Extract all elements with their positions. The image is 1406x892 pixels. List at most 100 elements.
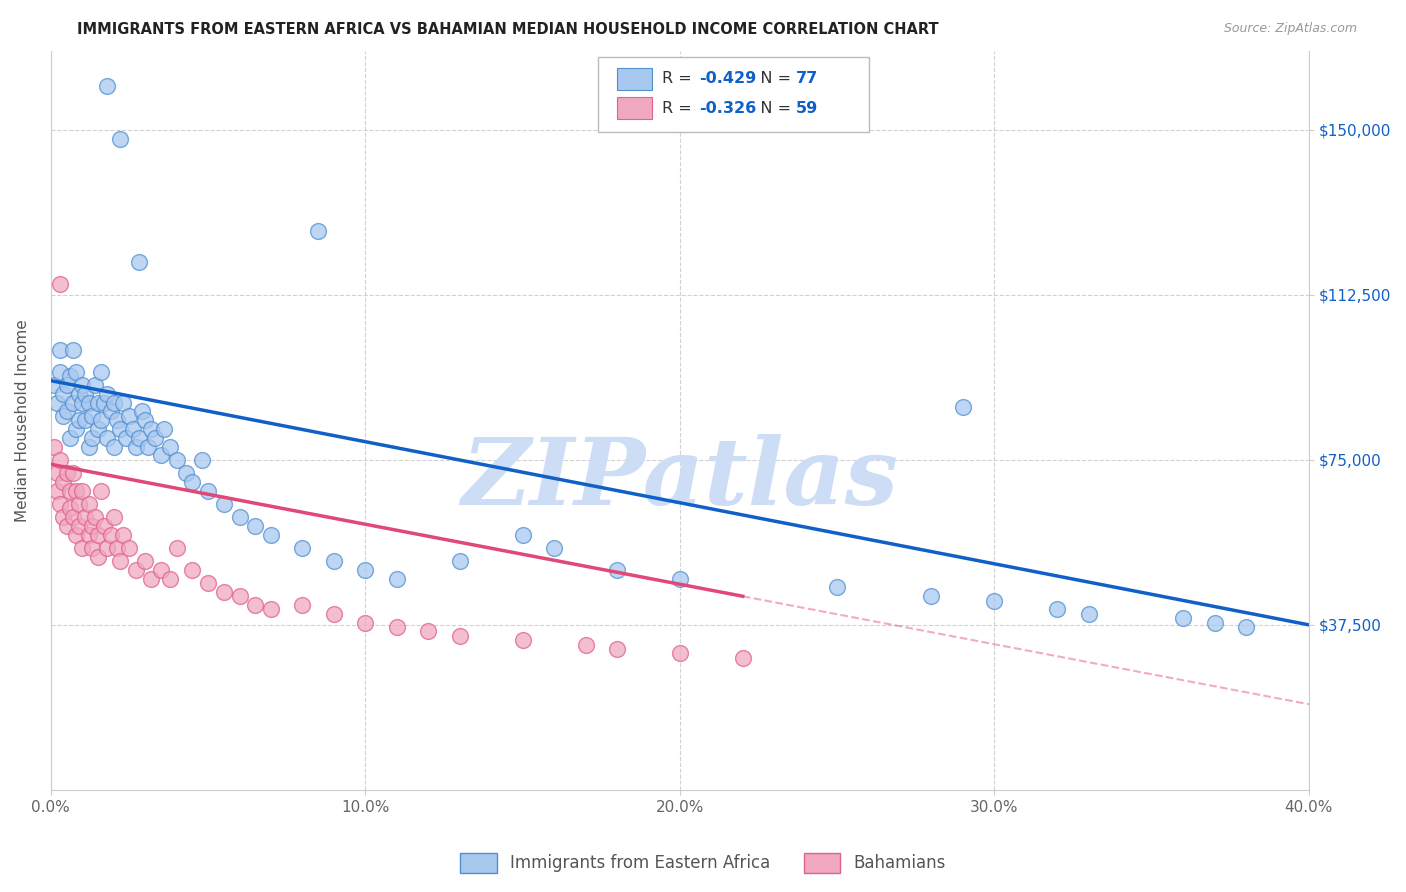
- Point: [75, 510, 97, 524]
- Point: [149, 449, 172, 463]
- Text: -0.429: -0.429: [699, 71, 756, 87]
- Point: [65, 483, 87, 498]
- Text: ZIPatlas: ZIPatlas: [461, 434, 898, 524]
- Point: [93, 395, 115, 409]
- Point: [260, 527, 283, 541]
- Point: [65, 527, 87, 541]
- Point: [52, 475, 75, 489]
- Point: [228, 589, 250, 603]
- Point: [143, 431, 166, 445]
- Point: [87, 422, 110, 436]
- Point: [90, 483, 112, 498]
- Point: [87, 549, 110, 564]
- Point: [67, 387, 90, 401]
- Point: [141, 422, 163, 436]
- Text: R =: R =: [662, 101, 697, 116]
- Point: [59, 431, 82, 445]
- Point: [75, 387, 97, 401]
- Point: [46, 395, 69, 409]
- Point: [131, 404, 153, 418]
- Point: [121, 422, 143, 436]
- Point: [1234, 620, 1257, 634]
- FancyBboxPatch shape: [617, 97, 652, 120]
- Point: [83, 510, 105, 524]
- FancyBboxPatch shape: [598, 56, 869, 132]
- Y-axis label: Median Household Income: Median Household Income: [15, 318, 30, 522]
- Point: [72, 378, 94, 392]
- Point: [606, 563, 628, 577]
- Point: [385, 620, 408, 634]
- Point: [103, 395, 125, 409]
- Point: [49, 453, 72, 467]
- Text: -0.326: -0.326: [699, 101, 756, 116]
- Point: [55, 466, 77, 480]
- Point: [96, 78, 118, 93]
- Text: Source: ZipAtlas.com: Source: ZipAtlas.com: [1223, 22, 1357, 36]
- Text: IMMIGRANTS FROM EASTERN AFRICA VS BAHAMIAN MEDIAN HOUSEHOLD INCOME CORRELATION C: IMMIGRANTS FROM EASTERN AFRICA VS BAHAMI…: [77, 22, 939, 37]
- Point: [96, 431, 118, 445]
- Point: [260, 602, 283, 616]
- Point: [543, 541, 565, 555]
- Text: 77: 77: [796, 71, 818, 87]
- Point: [96, 387, 118, 401]
- Point: [83, 378, 105, 392]
- Point: [65, 422, 87, 436]
- Point: [512, 527, 534, 541]
- Point: [212, 585, 235, 599]
- Point: [245, 598, 267, 612]
- Point: [105, 541, 128, 555]
- Point: [512, 633, 534, 648]
- Point: [105, 413, 128, 427]
- Point: [108, 131, 131, 145]
- Point: [291, 598, 314, 612]
- Point: [449, 629, 471, 643]
- Point: [49, 497, 72, 511]
- Point: [125, 440, 148, 454]
- Point: [62, 466, 84, 480]
- Point: [921, 589, 943, 603]
- Point: [100, 527, 122, 541]
- Point: [49, 365, 72, 379]
- Point: [307, 224, 329, 238]
- Point: [103, 510, 125, 524]
- Point: [354, 615, 377, 630]
- Text: N =: N =: [745, 71, 797, 87]
- Point: [46, 466, 69, 480]
- Point: [65, 365, 87, 379]
- Point: [128, 431, 150, 445]
- Point: [153, 422, 176, 436]
- Point: [212, 497, 235, 511]
- Point: [52, 387, 75, 401]
- Point: [1077, 607, 1099, 621]
- Point: [606, 642, 628, 657]
- Point: [952, 400, 974, 414]
- Point: [80, 541, 103, 555]
- Point: [46, 483, 69, 498]
- Point: [77, 497, 100, 511]
- Text: N =: N =: [745, 101, 797, 116]
- Point: [574, 638, 596, 652]
- Point: [62, 343, 84, 357]
- Point: [96, 541, 118, 555]
- Point: [52, 409, 75, 423]
- Point: [245, 519, 267, 533]
- Point: [93, 519, 115, 533]
- Point: [100, 404, 122, 418]
- Point: [197, 483, 219, 498]
- Point: [49, 343, 72, 357]
- Point: [159, 440, 181, 454]
- Point: [62, 395, 84, 409]
- Point: [55, 519, 77, 533]
- Point: [67, 497, 90, 511]
- Point: [80, 519, 103, 533]
- Point: [87, 527, 110, 541]
- Point: [1171, 611, 1194, 625]
- Point: [825, 581, 848, 595]
- Point: [108, 554, 131, 568]
- Point: [80, 409, 103, 423]
- Point: [42, 440, 65, 454]
- Point: [1204, 615, 1226, 630]
- Point: [90, 365, 112, 379]
- Point: [322, 607, 344, 621]
- Point: [449, 554, 471, 568]
